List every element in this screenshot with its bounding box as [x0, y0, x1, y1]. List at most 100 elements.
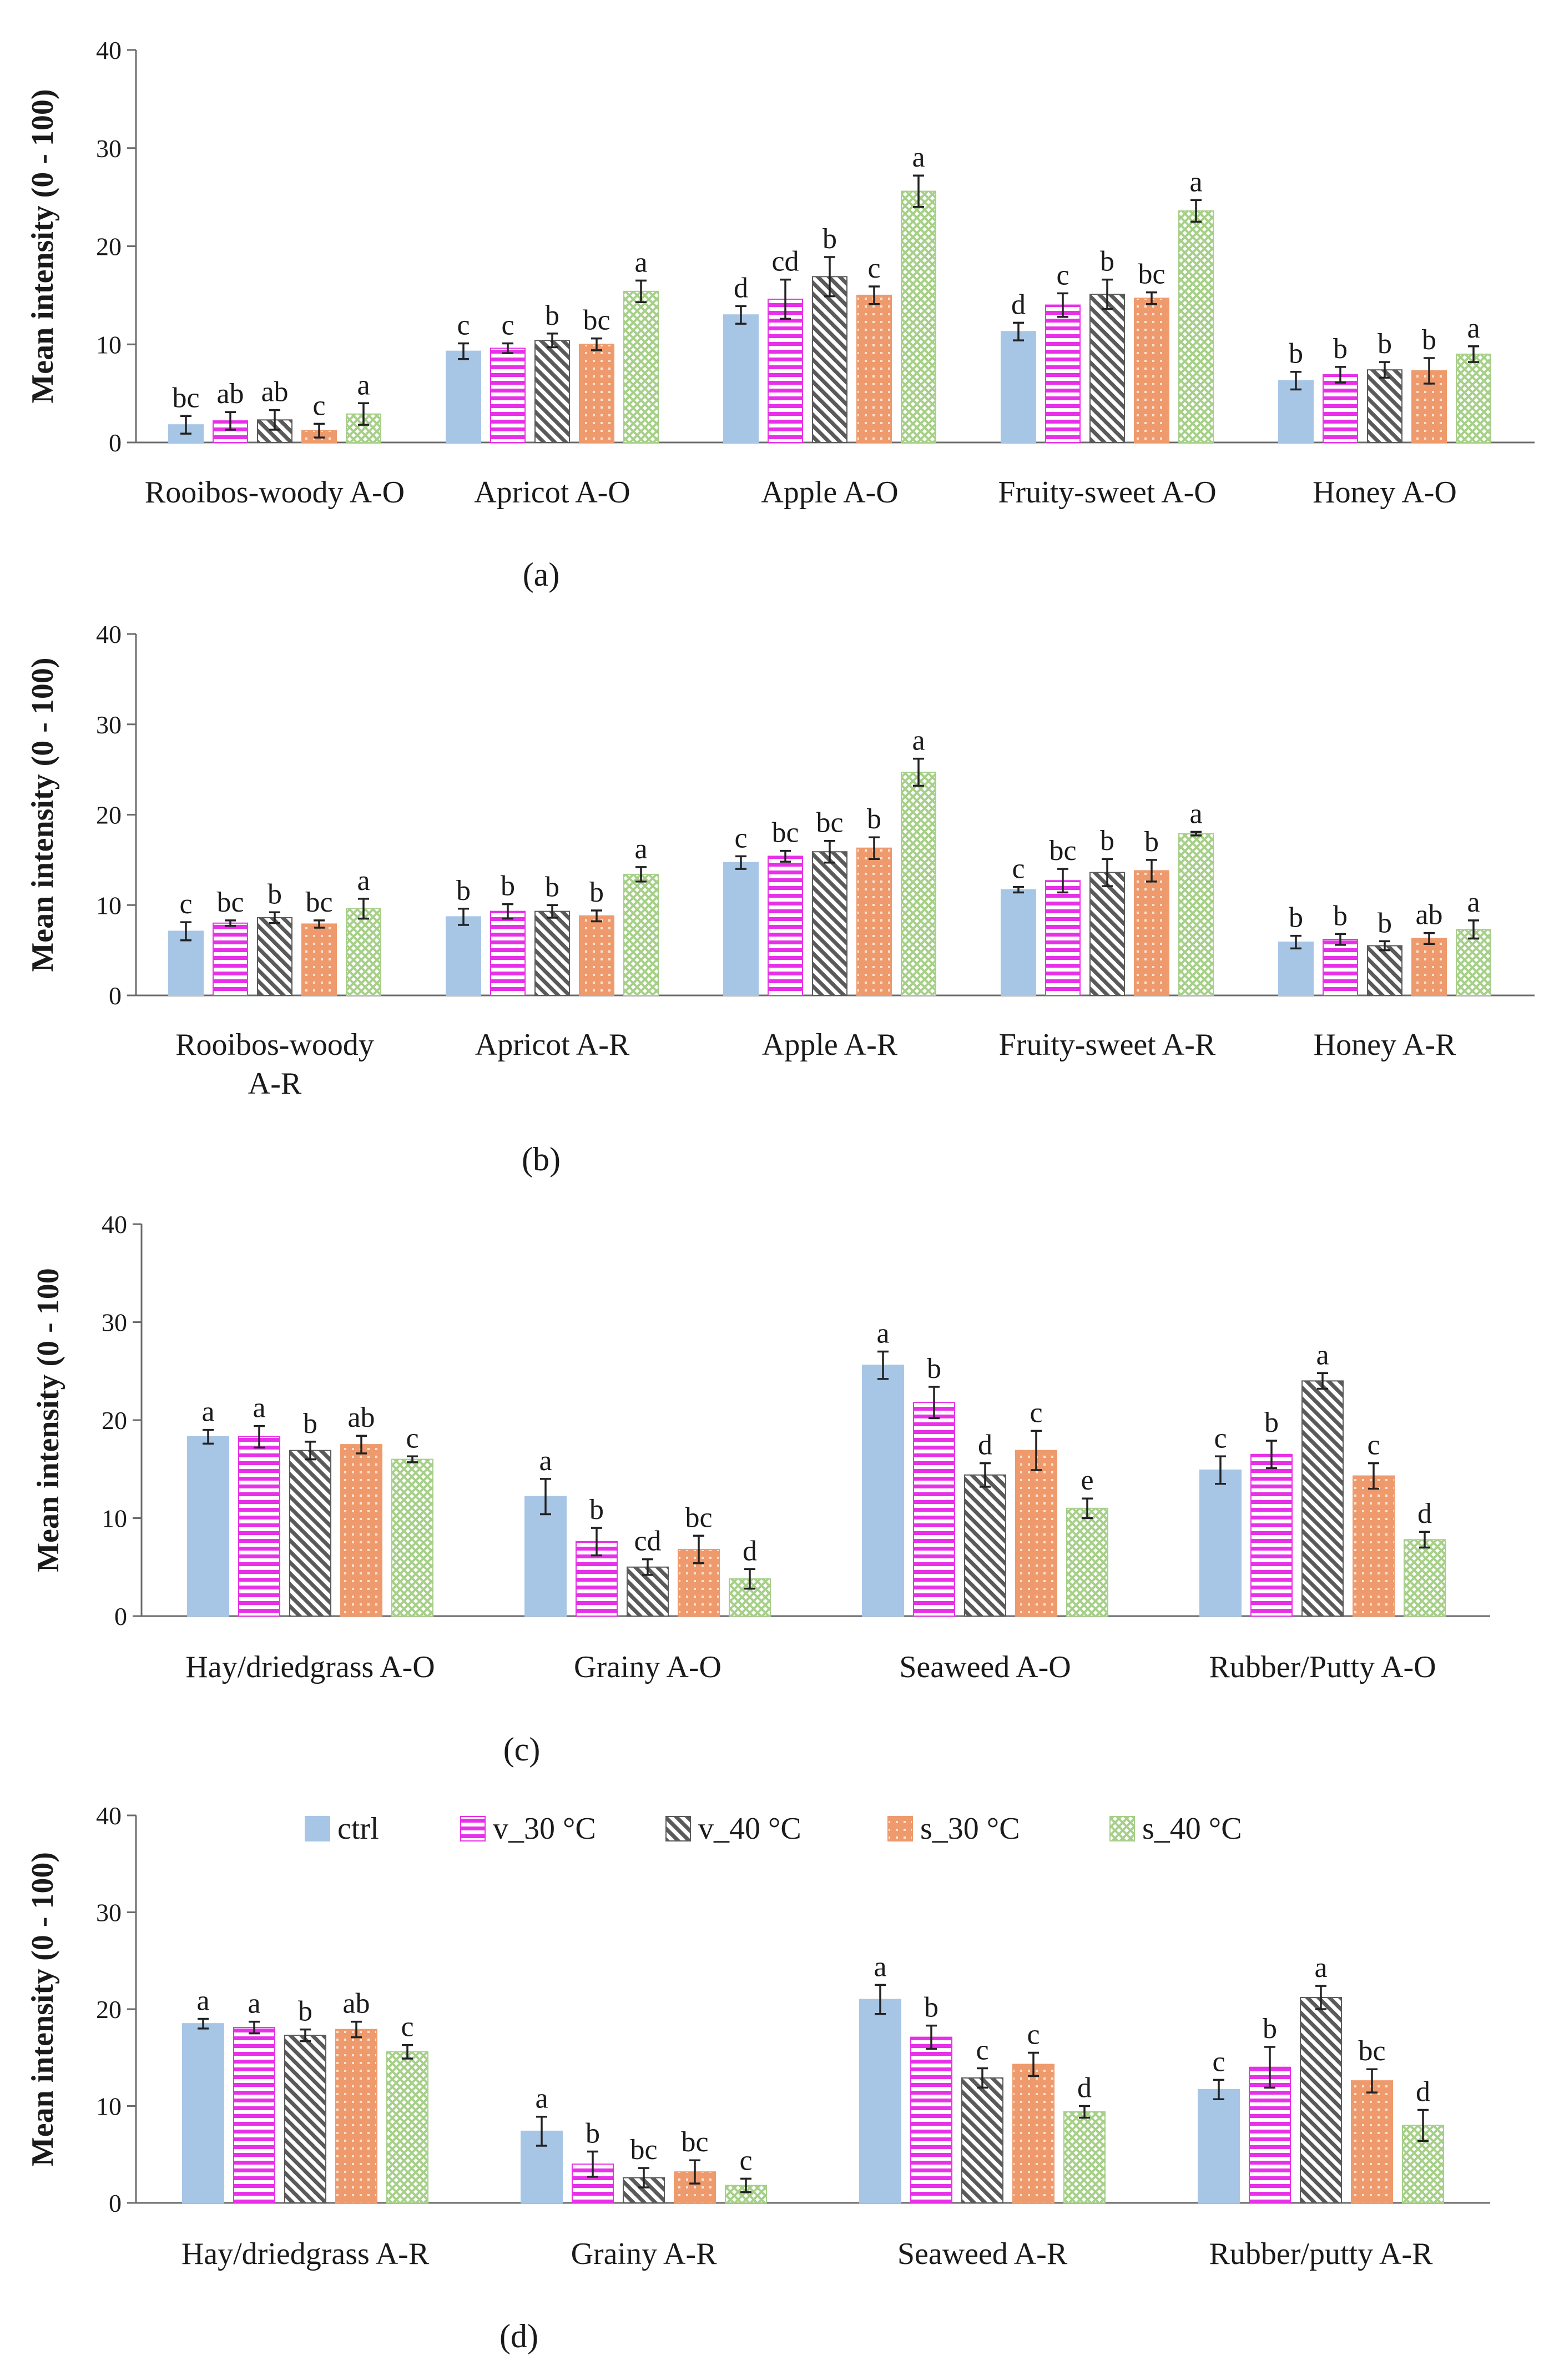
significance-letter: ab [261, 376, 288, 408]
significance-letter: d [978, 1430, 992, 1461]
y-axis-label: Mean intensity (0 - 100) [26, 1852, 60, 2166]
bar [340, 1444, 382, 1617]
bar [1045, 880, 1081, 996]
bar [1089, 872, 1125, 997]
significance-letter: a [253, 1392, 265, 1424]
bar [1323, 939, 1358, 996]
significance-letter: a [876, 1317, 889, 1349]
x-category-label: Apricot A-O [474, 475, 630, 510]
x-category-label: Seaweed A-R [897, 2237, 1068, 2271]
significance-letter: c [867, 253, 880, 284]
y-tick-label: 0 [109, 982, 122, 1010]
significance-letter: a [357, 865, 370, 897]
x-category-label: Hay/driedgrass A-R [181, 2237, 430, 2271]
significance-letter: bc [1049, 835, 1076, 867]
bar [1301, 1380, 1344, 1617]
bar [579, 915, 614, 997]
legend-swatch [887, 1816, 913, 1841]
bar [1250, 1453, 1293, 1617]
bar [768, 298, 803, 443]
significance-letter: a [1467, 313, 1480, 344]
significance-letter: c [179, 888, 192, 920]
y-tick-label: 30 [96, 1899, 122, 1927]
significance-letter: d [1077, 2072, 1092, 2104]
y-tick-label: 40 [96, 36, 122, 64]
significance-letter: bc [685, 1502, 712, 1533]
significance-letter: b [924, 1992, 939, 2024]
significance-letter: b [1263, 2013, 1277, 2045]
significance-letter: bc [172, 382, 199, 414]
significance-letter: b [1100, 246, 1114, 278]
significance-letter: bc [1138, 259, 1165, 290]
x-category-label: Fruity-sweet A-O [998, 475, 1217, 510]
panel-label: (c) [503, 1731, 541, 1768]
y-tick-label: 20 [96, 1995, 122, 2024]
y-tick-label: 0 [114, 1602, 127, 1631]
x-category-label: Honey A-O [1313, 475, 1457, 510]
bar [1198, 2089, 1240, 2203]
x-category-label: Fruity-sweet A-R [999, 1028, 1216, 1062]
bar [1249, 2066, 1291, 2203]
significance-letter: b [1422, 324, 1436, 356]
significance-letter: c [312, 390, 325, 421]
significance-letter: b [1378, 328, 1392, 360]
bar [524, 1496, 567, 1617]
legend-label: ctrl [337, 1812, 379, 1846]
significance-letter: ab [347, 1402, 375, 1433]
significance-letter: c [976, 2034, 988, 2066]
significance-letter: b [545, 300, 559, 331]
legend-swatch [665, 1816, 691, 1841]
significance-letter: d [1417, 1498, 1432, 1529]
significance-letter: c [739, 2145, 752, 2176]
y-tick-label: 0 [109, 429, 122, 457]
y-tick-label: 10 [96, 2092, 122, 2121]
legend: ctrl v_30 °C v_40 °C s_30 °C s_40 °C [305, 1812, 1242, 1846]
bar [233, 2027, 275, 2204]
significance-letter: b [823, 223, 837, 255]
significance-letter: b [545, 871, 559, 903]
bar [862, 1365, 904, 1617]
bar [723, 862, 759, 996]
significance-letter: b [867, 803, 881, 835]
panel-label: (a) [523, 556, 560, 593]
significance-letter: a [539, 1445, 552, 1477]
significance-letter: d [743, 1535, 757, 1567]
significance-letter: a [874, 1951, 886, 1983]
significance-letter: a [1189, 166, 1202, 198]
bar [1066, 1507, 1108, 1617]
bar [1045, 304, 1081, 443]
y-tick-label: 40 [96, 620, 122, 648]
y-axis-label: Mean intensity (0 - 100) [26, 657, 60, 972]
bar [1367, 945, 1402, 997]
bar [1323, 374, 1358, 443]
bar [1353, 1475, 1395, 1617]
significance-letter: a [1316, 1339, 1329, 1371]
significance-letter: c [1012, 853, 1025, 885]
significance-letter: a [912, 725, 925, 757]
y-tick-label: 30 [96, 134, 122, 163]
bar [534, 910, 570, 996]
significance-letter: a [912, 142, 925, 173]
bar [1178, 210, 1214, 443]
significance-letter: d [1011, 289, 1026, 320]
y-tick-label: 30 [96, 711, 122, 739]
bar [1134, 298, 1169, 443]
significance-letter: a [634, 246, 647, 278]
bar [289, 1450, 331, 1617]
bar [1278, 941, 1314, 997]
significance-letter: d [734, 272, 748, 304]
significance-letter: b [303, 1408, 317, 1440]
bar [1278, 380, 1314, 444]
x-category-label: Grainy A-R [571, 2237, 718, 2271]
bar [1199, 1470, 1242, 1617]
x-category-label: Grainy A-O [574, 1650, 722, 1684]
x-category-label: Rooibos-woody A-R [175, 1028, 374, 1101]
bar [490, 348, 526, 443]
bar [1001, 889, 1036, 997]
bar [1456, 929, 1491, 997]
significance-letter: bc [816, 807, 843, 839]
y-tick-label: 20 [96, 801, 122, 829]
